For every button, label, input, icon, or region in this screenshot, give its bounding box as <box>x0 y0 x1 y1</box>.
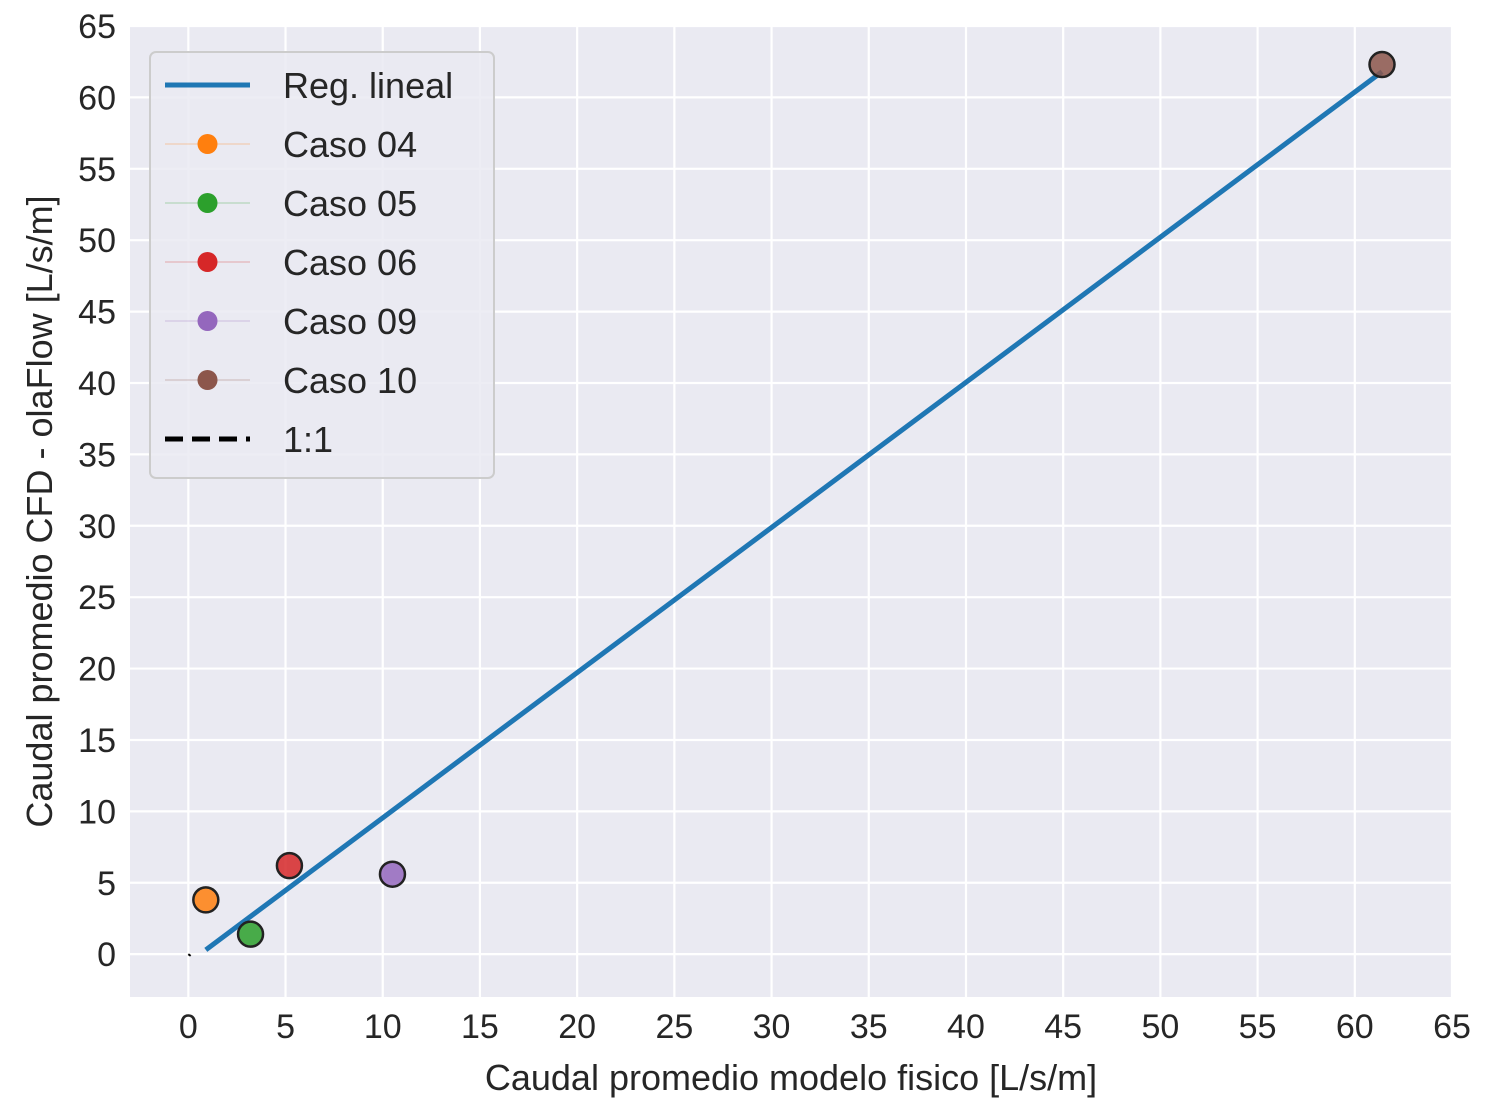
y-tick-label: 0 <box>97 936 116 974</box>
legend-label: Caso 10 <box>283 360 417 401</box>
x-tick-label: 5 <box>276 1008 295 1046</box>
legend-swatch-marker <box>197 134 218 154</box>
identity-line <box>187 953 192 957</box>
x-tick-label: 20 <box>558 1008 596 1046</box>
y-tick-label: 50 <box>78 222 116 260</box>
y-tick-label: 10 <box>78 793 116 831</box>
legend-swatch-marker <box>197 370 218 390</box>
y-axis-label: Caudal promedio CFD - olaFlow [L/s/m] <box>19 195 60 827</box>
x-tick-label: 35 <box>850 1008 888 1046</box>
x-tick-label: 65 <box>1433 1008 1471 1046</box>
y-tick-label: 5 <box>97 865 116 903</box>
x-tick-label: 0 <box>179 1008 198 1046</box>
data-points <box>192 50 1396 948</box>
y-tick-label: 30 <box>78 508 116 546</box>
x-tick-label: 40 <box>947 1008 985 1046</box>
legend-swatch-marker <box>197 193 218 213</box>
regression-line <box>204 69 1384 952</box>
y-tick-label: 55 <box>78 151 116 189</box>
legend-swatch-marker <box>197 252 218 272</box>
x-tick-label: 30 <box>753 1008 791 1046</box>
x-tick-label: 60 <box>1336 1008 1374 1046</box>
legend-label: Caso 04 <box>283 124 417 165</box>
y-tick-label: 35 <box>78 436 116 474</box>
y-tick-label: 25 <box>78 579 116 617</box>
x-tick-label: 50 <box>1141 1008 1179 1046</box>
x-tick-label: 55 <box>1239 1008 1277 1046</box>
legend: Reg. lineal Caso 04 Caso 05 Caso 06 Caso 09 C… <box>149 51 495 479</box>
data-point-caso-09 <box>378 860 407 888</box>
x-tick-label: 45 <box>1044 1008 1082 1046</box>
legend-label: 1:1 <box>283 419 333 460</box>
x-tick-label: 15 <box>461 1008 499 1046</box>
legend-label: Caso 05 <box>283 183 417 224</box>
legend-box <box>149 51 495 479</box>
x-axis-label: Caudal promedio modelo fisico [L/s/m] <box>485 1057 1097 1098</box>
y-tick-label: 45 <box>78 294 116 332</box>
legend-label: Reg. lineal <box>283 65 453 106</box>
y-tick-label: 40 <box>78 365 116 403</box>
data-point-caso-10 <box>1368 50 1396 79</box>
x-tick-label: 10 <box>364 1008 402 1046</box>
data-point-caso-05 <box>236 920 265 948</box>
legend-label: Caso 09 <box>283 301 417 342</box>
x-tick-label: 25 <box>655 1008 693 1046</box>
x-tick-labels: 0 5 10 15 20 25 30 35 40 45 50 55 60 65 <box>179 1008 1471 1046</box>
y-tick-label: 65 <box>78 8 116 46</box>
y-tick-label: 15 <box>78 722 116 760</box>
legend-label: Caso 06 <box>283 242 417 283</box>
y-tick-label: 20 <box>78 651 116 689</box>
y-tick-label: 60 <box>78 79 116 117</box>
data-point-caso-04 <box>192 886 220 914</box>
y-tick-labels: 0 5 10 15 20 25 30 35 40 45 50 55 60 65 <box>78 8 116 974</box>
series-lines <box>187 69 1384 957</box>
legend-swatch-marker <box>197 311 218 331</box>
data-point-caso-06 <box>275 851 304 880</box>
